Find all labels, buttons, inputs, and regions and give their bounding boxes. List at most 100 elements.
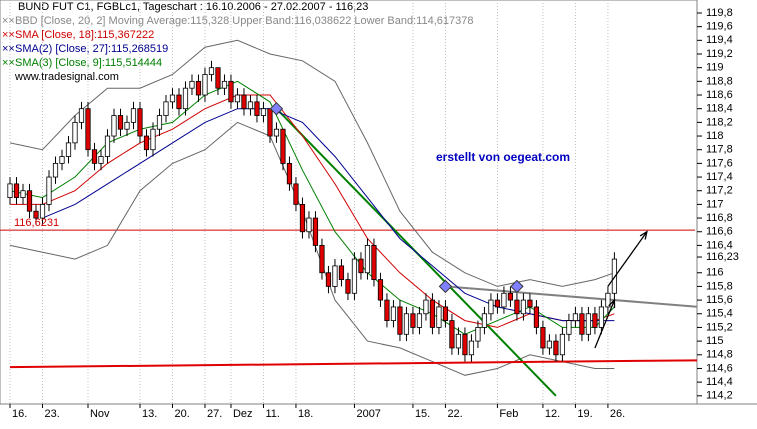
y-tick-label: 117,6 xyxy=(706,157,733,169)
candle-body xyxy=(559,333,566,356)
candle-body xyxy=(156,115,163,130)
candle-body xyxy=(533,306,540,328)
candle-body xyxy=(442,306,449,322)
y-tick-label: 114,6 xyxy=(706,362,733,374)
candle-body xyxy=(280,128,286,164)
y-tick-label: 118,8 xyxy=(706,75,733,87)
candle-body xyxy=(436,306,442,328)
legend-icon: ×× xyxy=(2,29,15,41)
y-tick-label: 117,8 xyxy=(706,144,733,156)
candle-body xyxy=(20,190,26,198)
x-tick-label: 13. xyxy=(142,408,157,420)
candle-body xyxy=(507,292,514,301)
moving-average xyxy=(10,94,615,328)
y-tick-label: 119,4 xyxy=(706,34,733,46)
y-tick-label: 115,4 xyxy=(706,308,733,320)
x-tick-label: 11. xyxy=(265,408,279,420)
legend-entry: SMA(2) [Close, 27]:115,268519 xyxy=(15,43,168,55)
candle-body xyxy=(221,80,228,89)
candle-body xyxy=(397,306,403,335)
last-price-label: 116,23 xyxy=(706,251,739,263)
candle-body xyxy=(384,299,390,322)
candle-body xyxy=(345,279,351,294)
candle-body xyxy=(59,156,65,164)
candle-body xyxy=(403,313,410,335)
candle-body xyxy=(234,94,241,103)
candle-body xyxy=(254,101,260,116)
marker xyxy=(269,101,284,116)
candle-body xyxy=(319,245,325,274)
y-tick-label: 116,8 xyxy=(706,212,733,224)
candle-body xyxy=(52,162,59,178)
candle-body xyxy=(416,313,423,328)
y-tick-label: 115 xyxy=(706,335,724,347)
candle-body xyxy=(78,108,85,123)
candle-body xyxy=(579,313,585,335)
x-tick-label: 23. xyxy=(45,408,60,420)
candle-body xyxy=(585,313,592,335)
candle-body xyxy=(104,135,111,157)
x-tick-label: 27. xyxy=(207,408,222,420)
upper-band xyxy=(9,39,615,287)
candle-body xyxy=(293,183,299,205)
candle-body xyxy=(130,108,137,123)
candle-body xyxy=(449,320,455,349)
y-tick-label: 115,6 xyxy=(706,294,733,306)
trend-line xyxy=(445,285,697,308)
candle-body xyxy=(423,299,429,315)
candle-body xyxy=(72,121,78,144)
x-tick-label: Dez xyxy=(233,408,253,420)
candle-body xyxy=(501,292,507,308)
candle-body xyxy=(592,313,598,328)
arrow xyxy=(594,298,616,349)
moving-average xyxy=(42,108,615,322)
candle-body xyxy=(488,299,494,315)
candle-body xyxy=(455,333,462,349)
candle-body xyxy=(195,80,202,96)
candle-body xyxy=(527,299,533,308)
candle-body xyxy=(390,306,397,322)
candle-body xyxy=(546,340,553,349)
candle-body xyxy=(241,94,247,110)
y-tick-label: 114,8 xyxy=(706,349,733,361)
y-tick-label: 114,4 xyxy=(706,376,733,388)
candle-body xyxy=(7,183,13,198)
legend-icon: ×× xyxy=(2,43,15,55)
y-tick-label: 118 xyxy=(706,130,724,142)
candle-body xyxy=(91,149,98,164)
lower-band xyxy=(9,121,615,376)
marker xyxy=(510,279,524,294)
y-tick-label: 116,6 xyxy=(706,226,733,238)
chart-title: BUND FUT C1, FGBLc1, Tageschart : 16.10.… xyxy=(18,1,368,13)
x-tick-label: 20. xyxy=(174,408,189,420)
candle-body xyxy=(364,245,371,274)
candle-body xyxy=(150,128,156,151)
legend-entry: BBD [Close, 20, 2] Moving Average:115,32… xyxy=(15,15,473,27)
source: www.tradesignal.com xyxy=(14,71,119,83)
candle-body xyxy=(111,115,117,137)
candle-body xyxy=(208,67,215,75)
x-tick-label: 16. xyxy=(12,408,27,420)
annotation: erstellt von oegeat.com xyxy=(436,150,570,164)
y-tick-label: 115,2 xyxy=(706,321,733,333)
candle-body xyxy=(462,333,468,356)
candle-body xyxy=(494,299,501,308)
candle-body xyxy=(39,203,46,219)
legend-icon: ×× xyxy=(2,57,15,69)
y-tick-label: 118,4 xyxy=(706,103,733,115)
legend: ×× BBD [Close, 20, 2] Moving Average:115,… xyxy=(2,15,473,83)
candle-body xyxy=(566,320,572,335)
y-tick-label: 115,8 xyxy=(706,280,733,292)
candle-body xyxy=(377,279,384,301)
candle-body xyxy=(228,80,234,103)
candle-body xyxy=(371,245,377,280)
candle-body xyxy=(202,74,208,96)
candle-body xyxy=(169,94,176,103)
candle-body xyxy=(182,87,189,110)
legend-icon: ×× xyxy=(2,15,15,27)
arrow xyxy=(607,230,648,287)
y-tick-label: 119,2 xyxy=(706,48,733,60)
candle-body xyxy=(358,258,364,274)
y-tick-label: 114,2 xyxy=(706,390,733,402)
x-tick-label: 12. xyxy=(545,408,560,420)
